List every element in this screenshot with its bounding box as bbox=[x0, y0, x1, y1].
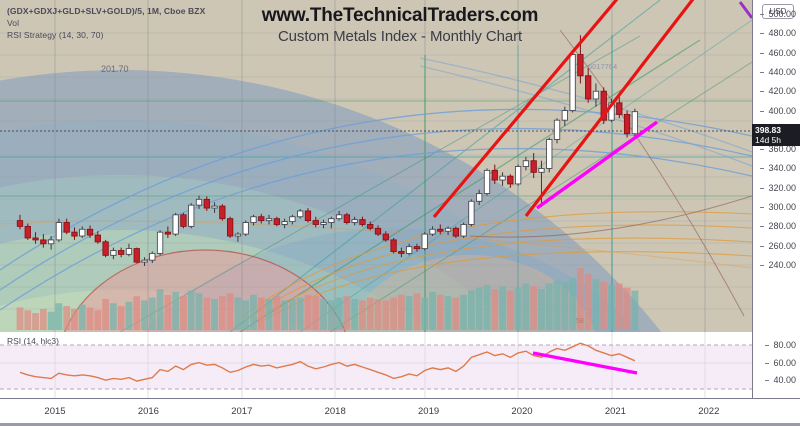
red-channel-upper-line[interactable] bbox=[432, 0, 628, 219]
price-tick: 420.00 bbox=[760, 86, 796, 97]
candlestick-layer bbox=[16, 35, 639, 266]
price-tick: 500.00 bbox=[760, 9, 796, 19]
time-tick: 2021 bbox=[604, 406, 626, 417]
red-channel-lower-line[interactable] bbox=[524, 0, 700, 217]
rsi-magenta-downtrend-line[interactable] bbox=[532, 351, 638, 375]
rsi-line bbox=[19, 342, 636, 382]
time-tick: 2022 bbox=[698, 406, 720, 417]
rsi-gridlines bbox=[0, 332, 752, 398]
currency-badge[interactable]: USD bbox=[762, 4, 794, 19]
time-tick: 2019 bbox=[418, 406, 440, 417]
rsi-panel-label: RSI (14, hlc3) bbox=[7, 336, 59, 346]
rsi-chart-canvas bbox=[0, 332, 752, 398]
price-tick: 280.00 bbox=[760, 221, 796, 232]
strategy-header: RSI Strategy (14, 30, 70) bbox=[7, 30, 104, 40]
chart-background-layer bbox=[0, 0, 752, 332]
rsi-tick: 80.00 bbox=[765, 340, 796, 350]
price-tick: 400.00 bbox=[760, 105, 796, 116]
magenta-uptrend-line[interactable] bbox=[536, 120, 658, 210]
price-tick: 240.00 bbox=[760, 260, 796, 270]
time-tick: 2017 bbox=[231, 406, 253, 417]
rsi-band bbox=[0, 345, 752, 389]
rsi-tick: 40.00 bbox=[765, 375, 796, 386]
price-chart-canvas bbox=[0, 0, 752, 332]
price-tick: 440.00 bbox=[760, 66, 796, 77]
volume-bars-layer bbox=[16, 268, 639, 330]
rsi-tick: 60.00 bbox=[765, 357, 796, 368]
symbol-header: (GDX+GDXJ+GLD+SLV+GOLD)/5, 1M, Cboe BZX bbox=[7, 6, 206, 16]
price-tick: 300.00 bbox=[760, 202, 796, 213]
watermark-subtitle: Custom Metals Index - Monthly Chart bbox=[277, 28, 523, 45]
bar-countdown: 14d 5h bbox=[755, 135, 781, 145]
price-tick: 480.00 bbox=[760, 28, 796, 39]
price-tick: 360.00 bbox=[760, 144, 796, 155]
rsi-chart-panel[interactable]: RSI (14, hlc3) bbox=[0, 332, 752, 398]
peak-label-annotation: 6017764 bbox=[588, 62, 618, 71]
price-tick: 260.00 bbox=[760, 240, 796, 251]
current-price-tag: 398.83 14d 5h bbox=[752, 124, 800, 146]
left-level-annotation: 201.70 bbox=[101, 64, 129, 74]
price-chart-panel[interactable]: (GDX+GDXJ+GLD+SLV+GOLD)/5, 1M, Cboe BZX … bbox=[0, 0, 752, 332]
current-price-value: 398.83 bbox=[755, 125, 781, 135]
time-tick: 2020 bbox=[511, 406, 533, 417]
volume-value-annotation: 58 bbox=[576, 318, 584, 325]
maroon-arc-group bbox=[469, 29, 752, 317]
time-tick: 2018 bbox=[324, 406, 346, 417]
watermark-site: www.TheTechnicalTraders.com bbox=[261, 5, 539, 26]
time-tick: 2016 bbox=[137, 406, 159, 417]
purple-segment-line[interactable] bbox=[738, 1, 752, 19]
drawn-overlay-layer[interactable] bbox=[432, 0, 752, 219]
time-axis[interactable]: 2015 2016 2017 2018 2019 2020 2021 2022 bbox=[0, 398, 800, 426]
price-tick: 320.00 bbox=[760, 182, 796, 193]
price-tick: 460.00 bbox=[760, 47, 796, 58]
time-tick: 2015 bbox=[44, 406, 66, 417]
price-axis[interactable]: USD 500.00 480.00 460.00 440.00 420.00 400.00… bbox=[752, 0, 800, 398]
volume-header: Vol bbox=[7, 18, 20, 28]
price-tick: 340.00 bbox=[760, 163, 796, 174]
